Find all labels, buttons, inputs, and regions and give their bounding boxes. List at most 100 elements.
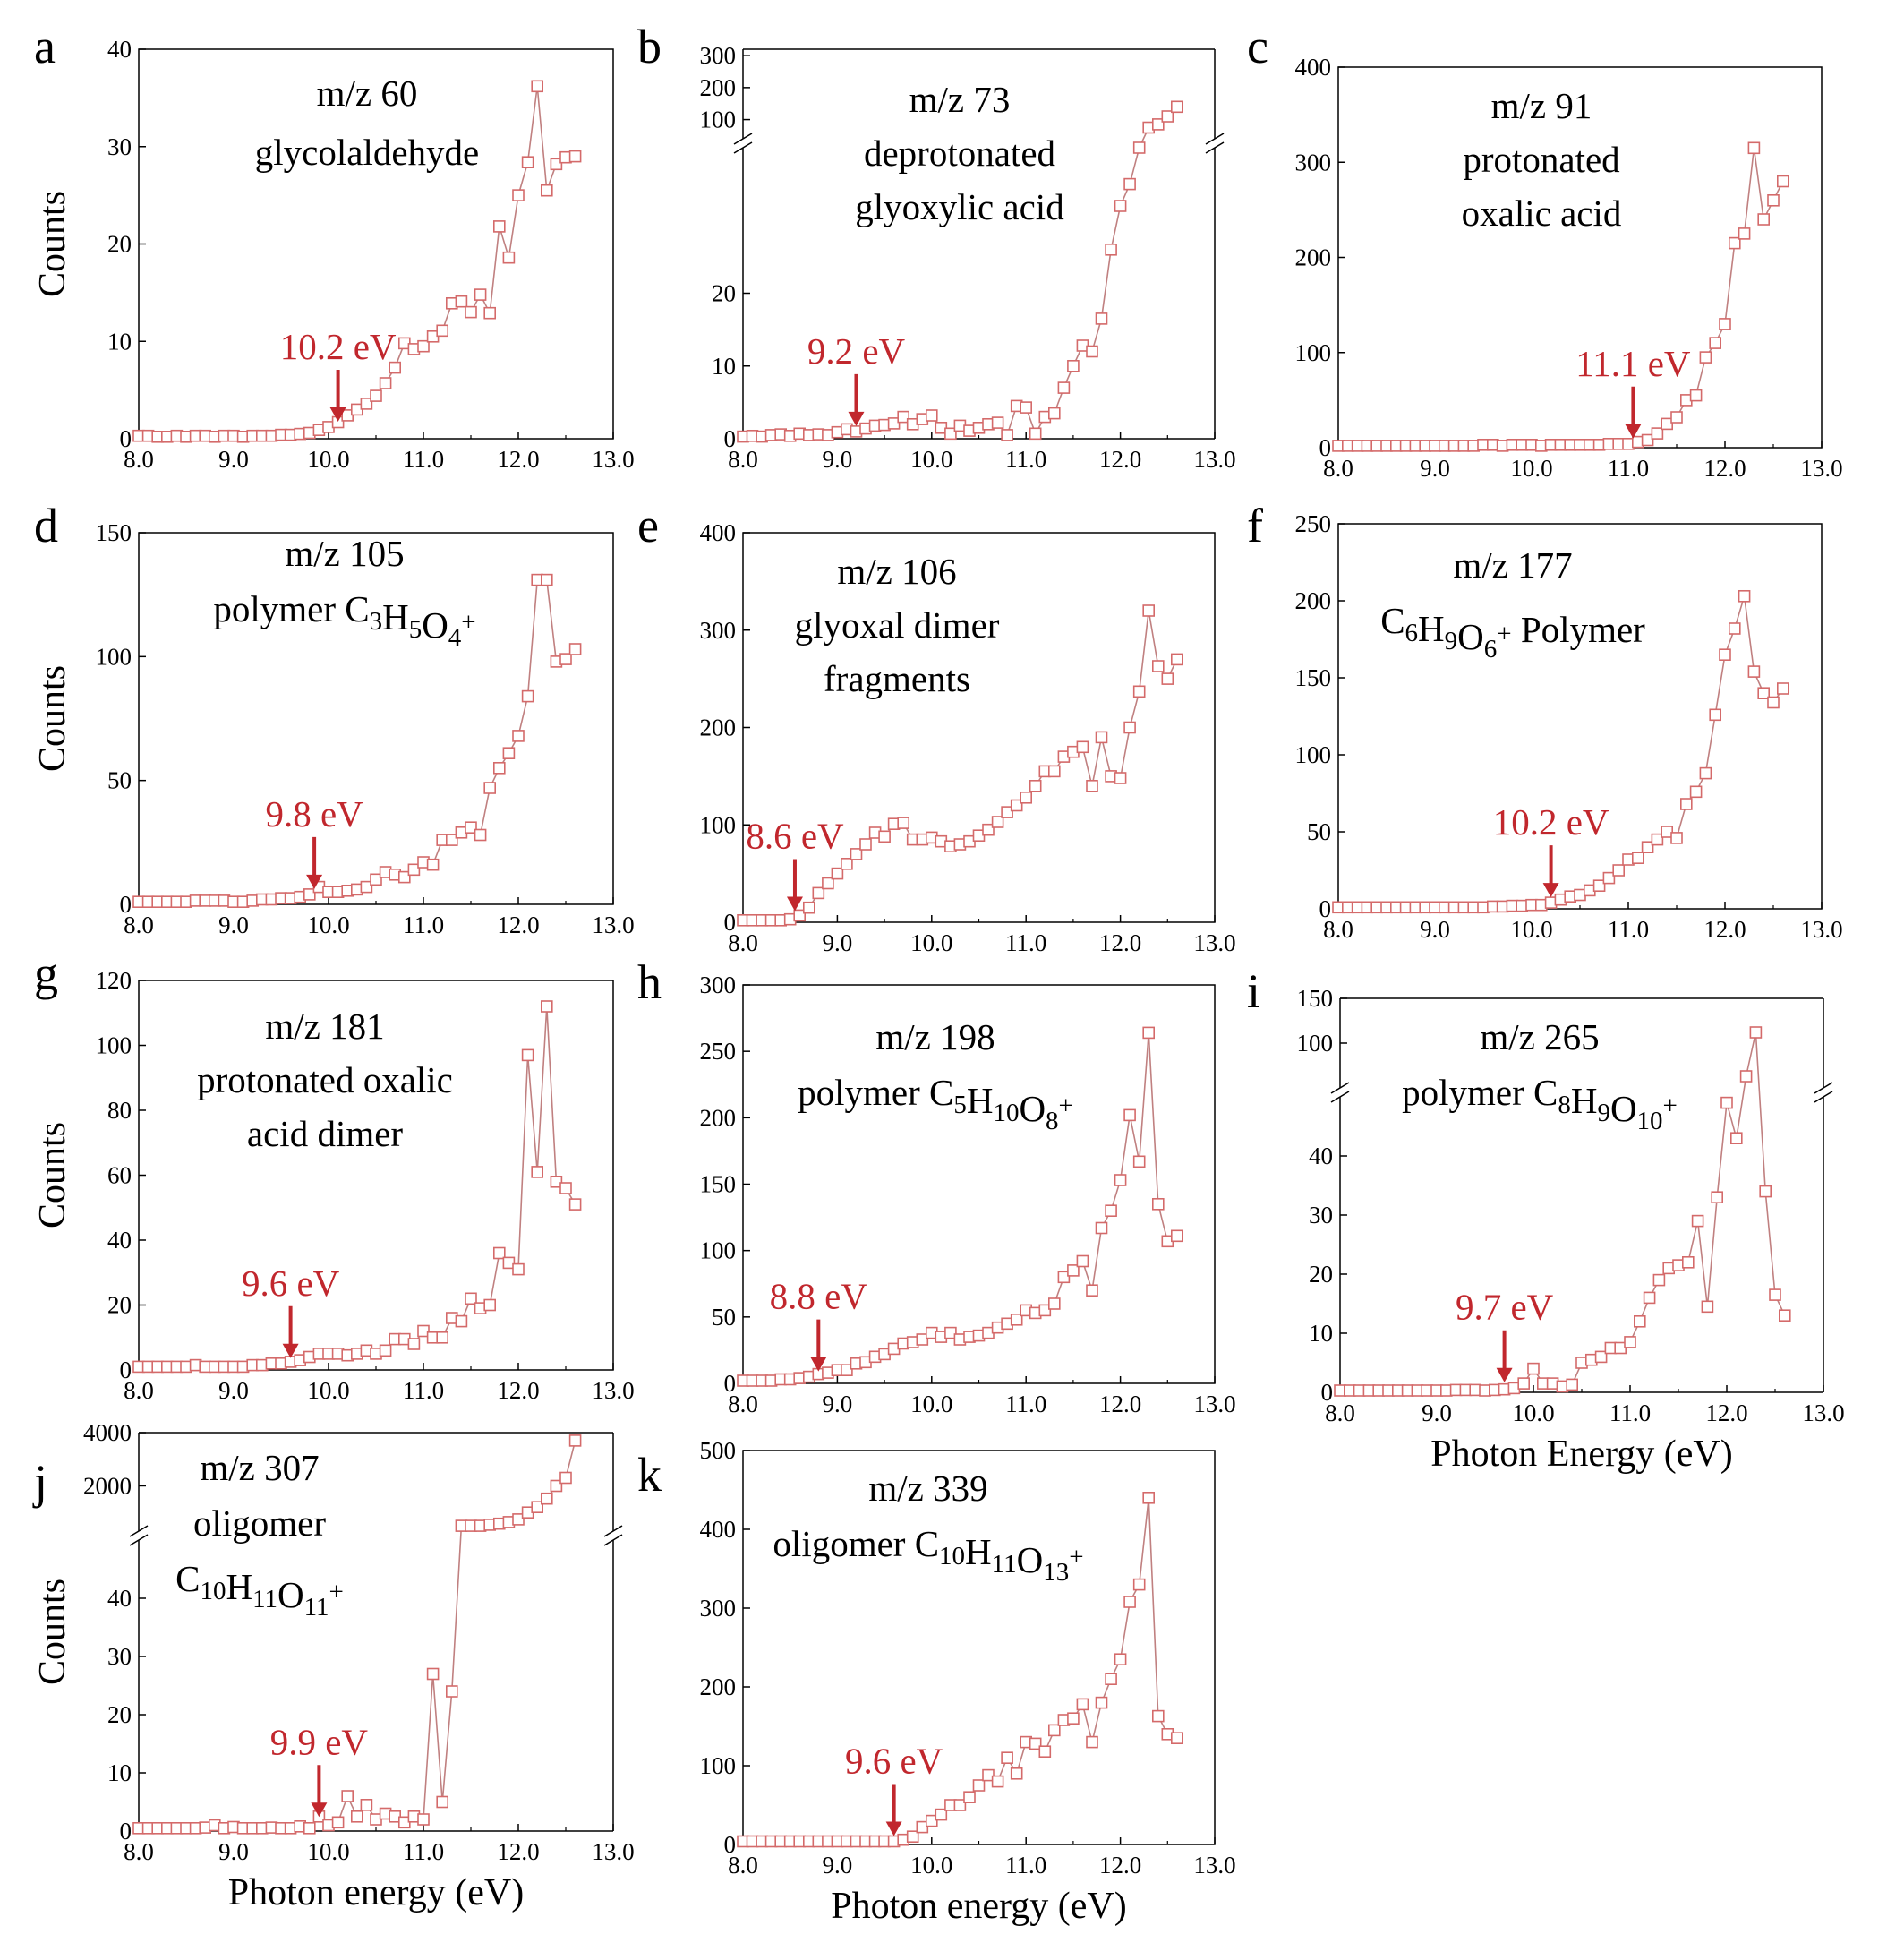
x-tick-label: 13.0 — [1800, 455, 1842, 482]
data-point — [1749, 1026, 1763, 1039]
y-tick-label: 30 — [107, 1643, 132, 1670]
data-point — [502, 1256, 516, 1270]
data-point — [1612, 864, 1625, 877]
data-point — [1067, 359, 1080, 372]
y-tick-label: 0 — [724, 1370, 737, 1397]
compound-label: C10H11O11+ — [175, 1558, 344, 1622]
data-point — [1632, 852, 1644, 865]
threshold-label: 9.9 eV — [270, 1721, 369, 1762]
compound-label: oligomer C10H11O13+ — [773, 1523, 1083, 1587]
data-point — [1641, 841, 1654, 854]
compound-label: m/z 73 — [909, 79, 1011, 120]
data-point — [1680, 798, 1693, 810]
x-tick-label: 10.0 — [1512, 1399, 1554, 1426]
x-tick-label: 13.0 — [592, 446, 634, 473]
data-point — [483, 1298, 497, 1312]
y-tick-label: 300 — [700, 42, 737, 69]
threshold-label: 10.2 eV — [280, 326, 397, 367]
data-point — [502, 747, 516, 760]
data-point — [1010, 1314, 1023, 1326]
data-point — [540, 1492, 553, 1505]
x-tick-label: 12.0 — [497, 1838, 539, 1865]
data-point — [492, 220, 506, 233]
data-point — [887, 417, 901, 430]
compound-label: protonated — [1463, 139, 1619, 180]
x-axis-label: Photon energy (eV) — [228, 1872, 524, 1913]
threshold-arrowhead — [306, 874, 323, 889]
data-point — [436, 1331, 449, 1344]
y-tick-label: 0 — [1319, 895, 1332, 922]
data-point — [831, 867, 844, 880]
threshold-label: 9.2 eV — [807, 330, 906, 372]
data-point — [1720, 1096, 1733, 1109]
compound-label: deprotonated — [864, 133, 1055, 174]
data-point — [474, 828, 487, 842]
y-tick-label: 120 — [96, 967, 132, 994]
panel-letter: f — [1247, 499, 1263, 552]
data-point — [1105, 1673, 1117, 1685]
data-point — [1689, 785, 1703, 799]
data-point — [407, 863, 421, 877]
data-point — [360, 1799, 373, 1811]
x-tick-label: 8.0 — [728, 446, 758, 473]
y-tick-label: 100 — [700, 107, 737, 133]
data-point — [1095, 1696, 1108, 1709]
data-point — [1142, 604, 1155, 617]
threshold-arrowhead — [1496, 1367, 1513, 1382]
data-point — [906, 1830, 919, 1843]
y-tick-label: 200 — [1295, 587, 1332, 614]
y-tick-label: 0 — [1321, 1379, 1334, 1406]
data-point — [850, 848, 863, 860]
data-point — [1767, 194, 1780, 207]
data-point — [303, 888, 316, 901]
data-point — [531, 1166, 544, 1178]
data-point — [1142, 1492, 1155, 1504]
data-point — [1048, 765, 1061, 778]
compound-label: m/z 106 — [837, 551, 956, 592]
data-point — [1719, 648, 1731, 662]
y-tick-label: 100 — [1295, 339, 1332, 366]
data-point — [483, 782, 497, 794]
data-point — [897, 817, 910, 829]
data-point — [1729, 236, 1741, 250]
data-point — [926, 409, 938, 422]
data-point — [1132, 1155, 1146, 1168]
data-point — [492, 1246, 506, 1260]
chart-panel-e: 8.0 9.0 10.0 11.0 12.0 13.0 0 100 200 300 400 8.6 e… — [637, 499, 1236, 956]
threshold-label: 9.7 eV — [1456, 1287, 1554, 1328]
x-tick-label: 9.0 — [218, 1377, 249, 1404]
compound-label: oligomer — [193, 1502, 326, 1544]
data-point — [1086, 1284, 1098, 1297]
data-point — [1161, 110, 1174, 123]
data-point — [417, 1324, 430, 1338]
data-point — [1001, 806, 1013, 818]
data-point — [1651, 833, 1664, 846]
plot-frame — [1337, 523, 1823, 910]
data-point — [1086, 779, 1098, 792]
compound-label: m/z 91 — [1491, 85, 1592, 126]
x-tick-label: 11.0 — [403, 912, 444, 938]
y-tick-label: 30 — [1309, 1202, 1333, 1228]
threshold-arrowhead — [282, 1343, 299, 1358]
axis-break-mark — [1205, 141, 1225, 154]
compound-label: m/z 339 — [868, 1468, 987, 1509]
y-tick-label: 40 — [107, 36, 132, 63]
y-tick-label: 150 — [1295, 664, 1332, 691]
x-tick-label: 12.0 — [1703, 455, 1746, 482]
axis-break-mark — [1330, 1082, 1350, 1094]
data-point — [1123, 1108, 1136, 1122]
data-point — [1029, 427, 1042, 441]
x-tick-label: 12.0 — [497, 912, 539, 938]
chart-panel-f: 8.0 9.0 10.0 11.0 12.0 13.0 0 50 100 150 200 250 10.… — [1247, 499, 1843, 943]
data-point — [1634, 1315, 1646, 1328]
data-point — [859, 838, 872, 851]
data-point — [1105, 1204, 1117, 1217]
data-point — [303, 1822, 316, 1835]
chart-panel-j: 8.0 9.0 10.0 11.0 12.0 13.0 0 10 20 30 40 2000 4000 9… — [32, 1419, 635, 1913]
data-point — [944, 427, 957, 441]
data-point — [436, 324, 449, 338]
data-point — [1739, 1070, 1753, 1083]
x-tick-label: 8.0 — [124, 446, 154, 473]
y-tick-label: 60 — [107, 1162, 132, 1189]
